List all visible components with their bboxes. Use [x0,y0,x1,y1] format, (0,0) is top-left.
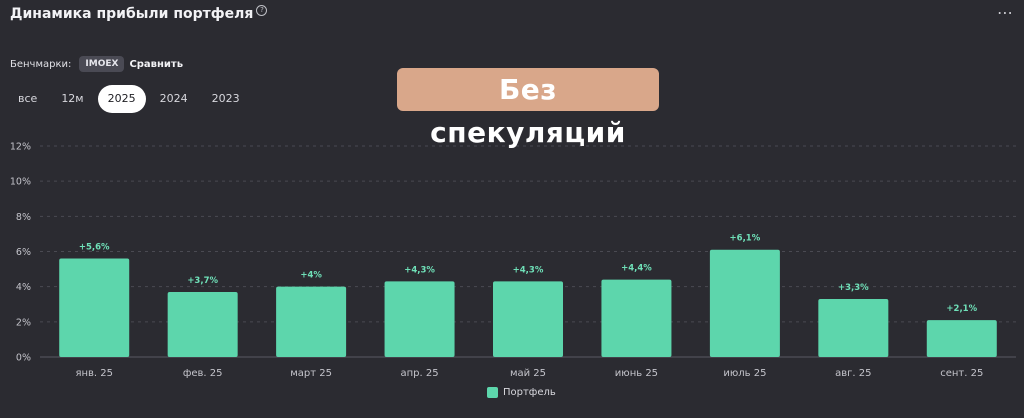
x-tick-label: июнь 25 [615,368,658,379]
chart-title-text: Динамика прибыли портфеля [10,6,254,22]
y-tick-label: 10% [10,177,31,188]
bar [167,291,238,357]
data-label: +2,1% [946,304,977,314]
help-icon[interactable]: ? [256,4,268,16]
data-label: +3,3% [838,283,869,293]
y-tick-label: 8% [16,212,31,223]
bar [493,281,563,357]
bar [276,286,347,357]
y-tick-label: 0% [16,353,31,364]
y-tick-label: 12% [10,142,31,153]
tab-2025[interactable]: 2025 [97,85,146,113]
x-tick-label: янв. 25 [75,368,113,379]
data-label: +6,1% [730,234,761,244]
legend-swatch-portfolio [487,387,498,398]
tab-2024[interactable]: 2024 [159,92,188,105]
y-tick-label: 4% [16,282,31,293]
tab-all[interactable]: все [18,92,38,105]
x-tick-label: май 25 [510,368,546,379]
x-tick-label: июль 25 [723,368,766,379]
legend-label-portfolio: Портфель [503,387,556,398]
tab-12m[interactable]: 12м [61,92,84,105]
data-label: +4% [300,271,322,281]
tab-2023[interactable]: 2023 [211,92,240,105]
data-label: +3,7% [187,276,218,286]
x-tick-label: авг. 25 [835,368,871,379]
y-tick-label: 2% [16,317,31,328]
data-label: +4,3% [513,265,544,275]
data-label: +5,6% [79,243,110,253]
bar [818,298,889,357]
benchmark-chip-imoex[interactable]: IMOEX [79,56,125,72]
bar [709,249,780,357]
chart-title: Динамика прибыли портфеля ? [10,4,268,22]
bar [384,281,455,357]
x-tick-label: март 25 [290,368,332,379]
chart-legend[interactable]: Портфель [487,387,556,398]
bar [601,279,672,357]
data-label: +4,3% [404,265,435,275]
y-tick-label: 6% [16,247,31,258]
x-tick-label: апр. 25 [401,368,439,379]
x-tick-label: сент. 25 [940,368,983,379]
bar [59,258,130,357]
compare-button[interactable]: Сравнить [129,58,184,70]
overlay-caption: Без спекуляций [397,68,659,149]
x-tick-label: фев. 25 [183,368,223,379]
bar [926,320,997,357]
more-options-icon[interactable]: ⋯ [997,3,1014,22]
data-label: +4,4% [621,264,652,274]
period-tabs: все 12м 2025 2024 2023 [8,84,254,114]
benchmarks-row: Бенчмарки: IMOEX Сравнить [10,54,183,74]
benchmarks-label: Бенчмарки: [10,58,72,70]
